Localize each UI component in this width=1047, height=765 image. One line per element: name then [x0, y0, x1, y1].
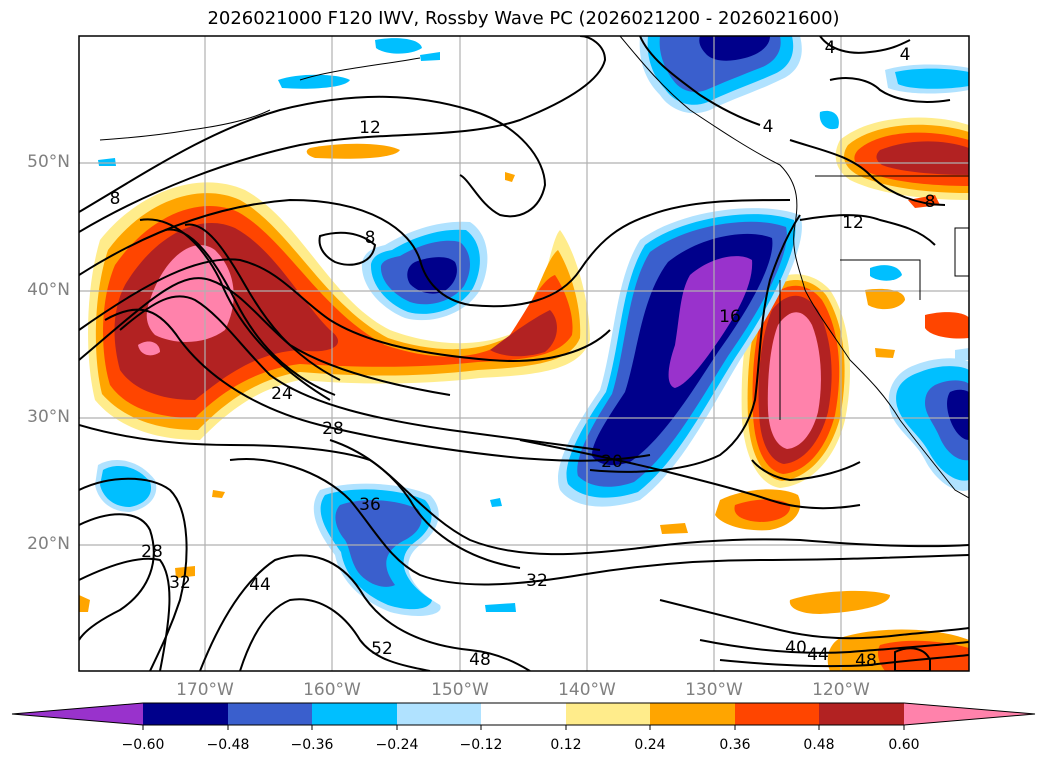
contour-label: 32 — [169, 573, 191, 593]
lon-label-140w: 140°W — [558, 680, 616, 700]
contour-label: 28 — [141, 542, 163, 562]
colorbar-tick-label: 0.60 — [888, 737, 920, 753]
contour-label: 24 — [271, 384, 293, 404]
contour-label: 4 — [763, 117, 774, 137]
contour-label: 44 — [249, 575, 271, 595]
colorbar-tick-label: 0.48 — [803, 737, 835, 753]
map-area: 4 4 4 12 8 8 8 12 16 24 28 20 36 28 32 3… — [79, 36, 969, 671]
contour-label: 4 — [825, 38, 836, 58]
lon-label-130w: 130°W — [685, 680, 743, 700]
contour-label: 28 — [322, 419, 344, 439]
contour-label: 52 — [371, 639, 393, 659]
contour-label: 48 — [469, 650, 491, 670]
lon-label-170w: 170°W — [176, 680, 234, 700]
contour-label: 12 — [359, 118, 381, 138]
contour-label: 16 — [719, 307, 741, 327]
lat-label-30n: 30°N — [27, 407, 70, 427]
contour-label: 8 — [925, 192, 936, 212]
graticule — [79, 36, 969, 671]
lat-label-50n: 50°N — [27, 152, 70, 172]
colorbar — [11, 702, 1036, 730]
colorbar-tick-label: 0.24 — [634, 737, 666, 753]
positive-anomaly-subtropical — [79, 143, 969, 671]
contour-label: 20 — [601, 452, 623, 472]
contour-labels: 4 4 4 12 8 8 8 12 16 24 28 20 36 28 32 3… — [110, 38, 936, 671]
colorbar-tick-label: 0.12 — [550, 737, 582, 753]
contour-label: 36 — [359, 495, 381, 515]
contour-label: 12 — [842, 213, 864, 233]
map-title: 2026021000 F120 IWV, Rossby Wave PC (202… — [207, 8, 840, 29]
lat-label-40n: 40°N — [27, 280, 70, 300]
positive-anomaly-california — [741, 274, 850, 488]
colorbar-extend-high — [904, 703, 1035, 725]
positive-anomaly-northeast — [835, 117, 969, 339]
colorbar-tick-label: −0.48 — [206, 737, 250, 753]
lon-label-120w: 120°W — [812, 680, 870, 700]
lat-label-20n: 20°N — [27, 534, 70, 554]
negative-anomaly-trough — [558, 208, 802, 507]
colorbar-tick-label: −0.36 — [290, 737, 334, 753]
colorbar-tick-label: −0.24 — [375, 737, 419, 753]
contour-label: 8 — [110, 189, 121, 209]
contour-label: 48 — [855, 651, 877, 671]
coastlines — [99, 36, 969, 499]
iwv-contours — [79, 36, 969, 671]
contour-label: 40 — [785, 638, 807, 658]
lon-label-160w: 160°W — [303, 680, 361, 700]
colorbar-extend-low — [12, 703, 143, 725]
contour-label: 8 — [365, 228, 376, 248]
colorbar-tick-label: −0.12 — [459, 737, 503, 753]
contour-label: 44 — [807, 645, 829, 665]
negative-anomaly-subtropical — [95, 460, 516, 616]
lon-label-150w: 150°W — [431, 680, 489, 700]
colorbar-tick-label: −0.60 — [121, 737, 165, 753]
contour-label: 4 — [900, 45, 911, 65]
contour-label: 32 — [526, 571, 548, 591]
negative-anomaly-southwest — [870, 265, 969, 491]
map-frame — [78, 35, 970, 672]
colorbar-tick-label: 0.36 — [719, 737, 751, 753]
